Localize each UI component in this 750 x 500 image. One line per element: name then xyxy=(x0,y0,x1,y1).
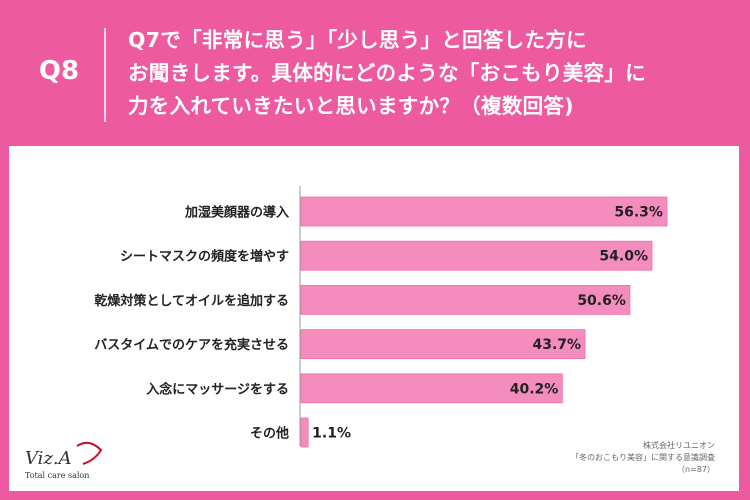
bar-3 xyxy=(300,329,586,360)
value-label-5: 1.1% xyxy=(312,426,351,442)
source-company: 株式会社リユニオン xyxy=(643,441,715,450)
bar-1 xyxy=(300,240,653,271)
category-label-4: 入念にマッサージをする xyxy=(146,381,289,397)
logo-swoosh xyxy=(76,441,103,465)
bar-2 xyxy=(300,284,631,315)
category-label-3: バスタイムでのケアを充実させる xyxy=(94,337,289,353)
bar-4 xyxy=(300,373,563,404)
source-note: 株式会社リユニオン 「冬のおこもり美容」に関する意識調査 （n=87） xyxy=(571,440,715,476)
source-survey: 「冬のおこもり美容」に関する意識調査 xyxy=(571,453,715,462)
question-number: Q8 xyxy=(38,56,80,86)
category-label-1: シートマスクの頻度を増やす xyxy=(120,249,289,265)
chart-panel: 加湿美顔器の導入 56.3% シートマスクの頻度を増やす 54.0% 乾燥対策としてオイ… xyxy=(9,146,739,491)
brand-logo: Viz.A Total care salon xyxy=(25,441,103,480)
value-label-1: 54.0% xyxy=(599,249,648,265)
logo-main-text: Viz.A xyxy=(25,448,72,469)
category-label-2: 乾燥対策としてオイルを追加する xyxy=(94,293,289,309)
question-text: Q7で「非常に思う」「少し思う」と回答した方に お聞きします。具体的にどのような… xyxy=(128,28,646,118)
value-label-4: 40.2% xyxy=(510,381,559,397)
value-label-3: 43.7% xyxy=(532,337,581,353)
category-label-5: その他 xyxy=(250,426,289,442)
header-divider xyxy=(104,28,106,122)
bar-5 xyxy=(300,417,309,448)
logo-sub-text: Total care salon xyxy=(25,471,89,480)
value-label-0: 56.3% xyxy=(614,205,663,221)
category-label-0: 加湿美顔器の導入 xyxy=(184,205,289,221)
value-label-2: 50.6% xyxy=(577,293,626,309)
bar-chart: 加湿美顔器の導入 56.3% シートマスクの頻度を増やす 54.0% 乾燥対策としてオイ… xyxy=(94,186,668,448)
bar-0 xyxy=(300,196,668,227)
source-sample: （n=87） xyxy=(677,465,715,474)
